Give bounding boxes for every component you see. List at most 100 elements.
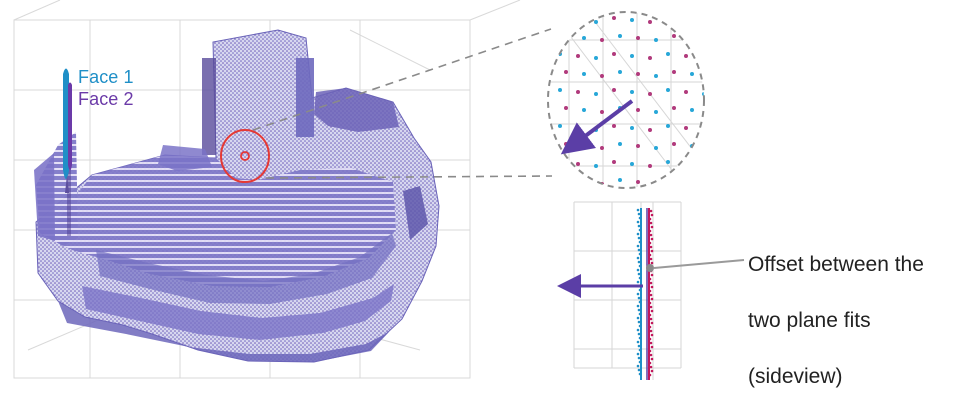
- sideview-point-face-2: [649, 317, 653, 321]
- sideview-point-face-1: [637, 320, 641, 324]
- sideview-point-face-2: [650, 321, 654, 325]
- sideview-point-face-2: [648, 229, 652, 233]
- zoom-point: [612, 124, 616, 128]
- zoom-point: [648, 20, 652, 24]
- sideview-point-face-2: [648, 217, 652, 221]
- zoom-inset: [547, 11, 712, 189]
- sideview-point-face-2: [648, 313, 652, 317]
- zoom-point: [582, 144, 586, 148]
- zoom-point: [648, 164, 652, 168]
- sideview-point-face-2: [649, 353, 653, 357]
- sideview-point-face-2: [650, 297, 654, 301]
- sideview-point-face-1: [636, 304, 640, 308]
- sideview-point-face-1: [638, 300, 642, 304]
- sideview-point-face-1: [638, 252, 642, 256]
- zoom-point: [630, 90, 634, 94]
- zoom-point: [690, 36, 694, 40]
- offset-annotation: Offset between the two plane fits (sidev…: [748, 223, 953, 419]
- zoom-point: [666, 88, 670, 92]
- sideview-point-face-2: [649, 245, 653, 249]
- sideview-point-face-2: [650, 309, 654, 313]
- zoom-point: [582, 180, 586, 184]
- zoom-point: [618, 178, 622, 182]
- sideview-point-face-1: [637, 260, 641, 264]
- zoom-point: [648, 128, 652, 132]
- zoom-point: [672, 142, 676, 146]
- sideview-point-face-2: [649, 221, 653, 225]
- zoom-point: [630, 18, 634, 22]
- legend: Face 1 Face 2: [78, 66, 134, 110]
- sideview-point-face-1: [638, 360, 642, 364]
- sideview-point-face-1: [636, 280, 640, 284]
- figure-stage: Face 1 Face 2 Offset between the two pla…: [13, 0, 924, 388]
- zoom-point: [612, 16, 616, 20]
- zoom-point: [564, 34, 568, 38]
- zoom-point: [576, 18, 580, 22]
- zoom-point: [564, 70, 568, 74]
- sideview-point-face-2: [650, 249, 654, 253]
- sideview-point-face-2: [648, 241, 652, 245]
- zoom-point: [594, 20, 598, 24]
- zoom-point: [654, 110, 658, 114]
- zoom-point: [612, 88, 616, 92]
- sideview-point-face-2: [649, 365, 653, 369]
- zoom-point: [558, 124, 562, 128]
- sideview-point-face-2: [650, 225, 654, 229]
- zoom-point: [600, 110, 604, 114]
- sideview-point-face-2: [648, 277, 652, 281]
- zoom-point: [654, 74, 658, 78]
- sideview-point-face-2: [648, 361, 652, 365]
- zoom-point: [654, 38, 658, 42]
- face-indicator: [63, 68, 72, 193]
- sideview-point-face-2: [650, 345, 654, 349]
- zoom-point: [636, 108, 640, 112]
- sideview-point-face-2: [650, 369, 654, 373]
- sideview-point-face-2: [650, 261, 654, 265]
- zoom-point: [576, 54, 580, 58]
- zoom-point: [654, 146, 658, 150]
- zoom-point: [576, 126, 580, 130]
- sideview-point-face-1: [637, 308, 641, 312]
- zoom-point: [690, 180, 694, 184]
- sideview-point-face-1: [638, 312, 642, 316]
- sideview-point-face-2: [649, 305, 653, 309]
- zoom-point: [666, 52, 670, 56]
- zoom-point: [708, 110, 712, 114]
- zoom-point: [600, 146, 604, 150]
- sideview-point-face-2: [648, 253, 652, 257]
- sideview-point-face-2: [649, 257, 653, 261]
- annotation-line-2: two plane fits: [748, 309, 871, 332]
- sideview-point-face-1: [637, 368, 641, 372]
- zoom-point: [684, 54, 688, 58]
- zoom-point: [708, 74, 712, 78]
- figure-canvas: [13, 0, 745, 380]
- zoom-point: [672, 106, 676, 110]
- zoom-point: [702, 56, 704, 60]
- zoom-point: [630, 126, 634, 130]
- zoom-point: [576, 162, 580, 166]
- sideview-point-face-1: [636, 268, 640, 272]
- sideview-point-face-1: [636, 364, 640, 368]
- zoom-point: [558, 160, 562, 164]
- sideview-point-face-2: [648, 325, 652, 329]
- sideview-point-face-2: [648, 349, 652, 353]
- zoom-point: [666, 16, 670, 20]
- sideview-point-face-1: [637, 248, 641, 252]
- sideview-point-face-1: [636, 352, 640, 356]
- sideview-point-face-1: [638, 240, 642, 244]
- zoom-point: [648, 56, 652, 60]
- zoom-point: [618, 34, 622, 38]
- sideview-point-face-2: [648, 301, 652, 305]
- sideview-point-face-1: [636, 316, 640, 320]
- sideview-point-face-2: [649, 281, 653, 285]
- sideview-point-face-1: [636, 328, 640, 332]
- sideview-point-face-2: [650, 213, 654, 217]
- zoom-point: [708, 146, 712, 150]
- sideview-point-face-1: [637, 296, 641, 300]
- zoom-point: [576, 90, 580, 94]
- sideview-point-face-1: [638, 264, 642, 268]
- zoom-point: [648, 92, 652, 96]
- zoom-point: [702, 128, 704, 132]
- zoom-point: [594, 56, 598, 60]
- zoom-point: [666, 124, 670, 128]
